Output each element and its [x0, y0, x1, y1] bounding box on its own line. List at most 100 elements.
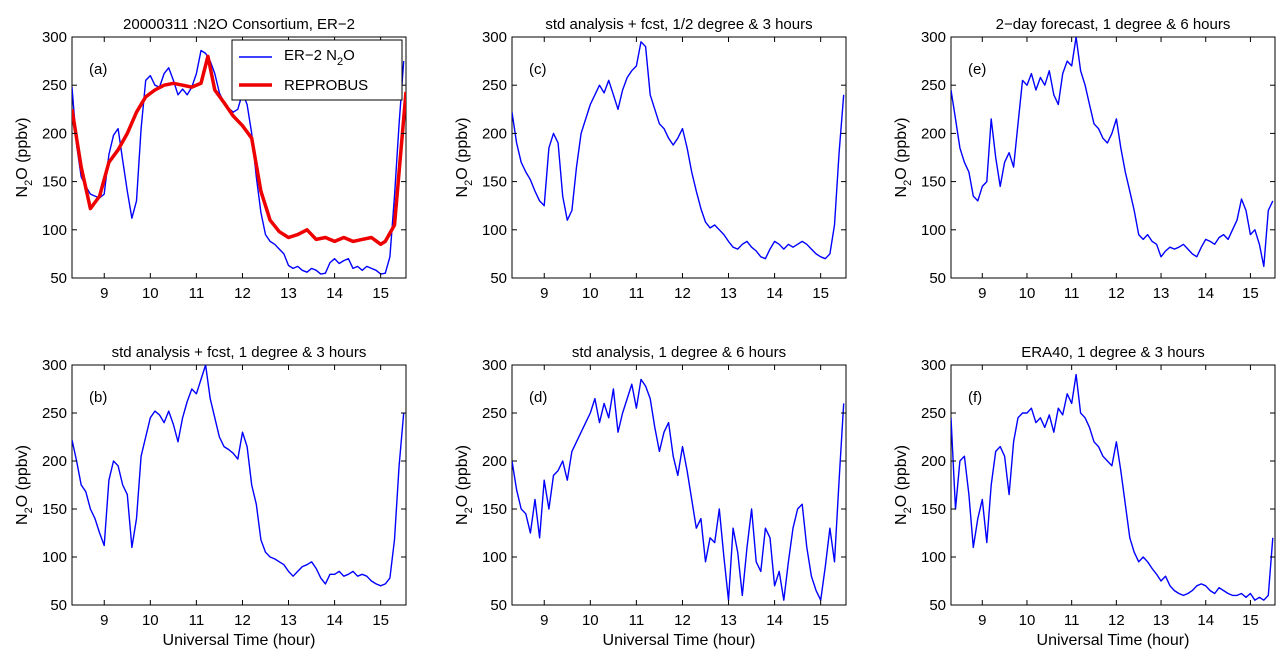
panel-title: std analysis + fcst, 1/2 degree & 3 hour… — [545, 16, 812, 33]
y-tick-label: 150 — [482, 174, 507, 191]
y-axis-label: N2O (ppbv) — [14, 118, 35, 198]
y-tick-label: 50 — [929, 270, 946, 287]
y-tick-label: 100 — [921, 222, 946, 239]
x-tick-label: 9 — [100, 285, 108, 302]
panel-e: 50 100 150 200 250 300 9 10 11 12 13 14 15 2−day fore… — [893, 16, 1276, 302]
legend-label-er2-n2o: ER−2 N2O — [284, 47, 355, 68]
panel-a: 50 100 150 200 250 300 9 10 11 12 13 14 15 20000311 :… — [14, 16, 407, 302]
x-tick-label: 11 — [189, 612, 205, 629]
x-tick-label: 9 — [540, 612, 548, 629]
panel-title: ERA40, 1 degree & 3 hours — [1021, 344, 1204, 361]
plot-frame — [511, 364, 847, 606]
x-tick-label: 13 — [720, 612, 737, 629]
y-tick-label: 200 — [921, 453, 946, 470]
panel-c: 50 100 150 200 250 300 9 10 11 12 13 14 15 std analys… — [454, 16, 847, 302]
y-tick-label: 300 — [482, 29, 507, 46]
series-line-er2-n2o — [951, 37, 1274, 268]
panel-b: 50 100 150 200 250 300 9 10 11 12 13 14 15 std analys… — [14, 344, 407, 649]
legend-label-reprobus: REPROBUS — [284, 77, 368, 94]
y-tick-label: 150 — [921, 501, 946, 518]
series-line-er2-n2o — [72, 49, 405, 275]
legend-box — [231, 39, 403, 101]
x-tick-label: 10 — [142, 612, 159, 629]
x-tick-label: 10 — [582, 285, 599, 302]
y-tick-label: 100 — [42, 222, 67, 239]
series-line-er2-n2o — [951, 373, 1274, 601]
y-tick-label: 250 — [921, 405, 946, 422]
x-tick-label: 9 — [978, 285, 986, 302]
x-tick-label: 12 — [674, 285, 691, 302]
y-tick-label: 250 — [482, 405, 507, 422]
x-tick-label: 14 — [1197, 612, 1214, 629]
panel-label: (c) — [529, 61, 547, 78]
y-tick-label: 150 — [42, 174, 67, 191]
x-tick-label: 10 — [1019, 285, 1036, 302]
y-tick-label: 300 — [42, 357, 67, 374]
y-tick-label: 50 — [929, 597, 946, 614]
x-tick-label: 9 — [100, 612, 108, 629]
x-tick-label: 13 — [280, 612, 297, 629]
y-tick-label: 300 — [42, 29, 67, 46]
y-tick-label: 200 — [482, 453, 507, 470]
panel-label: (f) — [968, 389, 982, 406]
panel-title: std analysis + fcst, 1 degree & 3 hours — [112, 344, 367, 361]
x-tick-label: 12 — [234, 285, 251, 302]
x-tick-label: 14 — [766, 285, 783, 302]
y-tick-label: 250 — [482, 77, 507, 94]
y-tick-label: 250 — [921, 77, 946, 94]
x-tick-label: 15 — [372, 285, 389, 302]
series-line-reprobus — [72, 54, 406, 247]
y-tick-label: 200 — [921, 125, 946, 142]
y-tick-label: 50 — [490, 270, 507, 287]
x-tick-label: 15 — [1242, 285, 1259, 302]
panel-label: (b) — [89, 389, 107, 406]
x-tick-label: 11 — [629, 285, 645, 302]
y-tick-label: 200 — [42, 453, 67, 470]
series-line-er2-n2o — [512, 378, 845, 601]
x-tick-label: 14 — [1197, 285, 1214, 302]
panel-d: 50 100 150 200 250 300 9 10 11 12 13 14 15 std analys… — [454, 344, 847, 649]
x-tick-label: 13 — [1153, 285, 1170, 302]
y-tick-label: 100 — [42, 549, 67, 566]
y-tick-label: 50 — [50, 597, 67, 614]
x-tick-label: 9 — [978, 612, 986, 629]
x-tick-label: 10 — [142, 285, 159, 302]
x-tick-label: 11 — [1064, 285, 1080, 302]
x-tick-label: 14 — [326, 285, 343, 302]
x-tick-label: 13 — [720, 285, 737, 302]
x-tick-label: 12 — [1108, 285, 1125, 302]
panel-title: 2−day forecast, 1 degree & 6 hours — [996, 16, 1231, 33]
x-axis-label: Universal Time (hour) — [603, 632, 756, 649]
x-tick-label: 10 — [582, 612, 599, 629]
y-axis-label: N2O (ppbv) — [893, 445, 914, 525]
y-tick-label: 150 — [42, 501, 67, 518]
panel-title: 20000311 :N2O Consortium, ER−2 — [123, 16, 355, 33]
y-tick-label: 100 — [921, 549, 946, 566]
plot-frame — [71, 364, 407, 606]
x-tick-label: 14 — [326, 612, 343, 629]
panel-label: (a) — [89, 61, 107, 78]
panel-label: (d) — [529, 389, 547, 406]
y-tick-label: 100 — [482, 222, 507, 239]
y-axis-label: N2O (ppbv) — [454, 445, 475, 525]
x-tick-label: 11 — [1064, 612, 1080, 629]
x-tick-label: 9 — [540, 285, 548, 302]
plot-frame — [950, 36, 1276, 279]
x-tick-label: 12 — [1108, 612, 1125, 629]
y-tick-label: 200 — [42, 125, 67, 142]
y-axis-label: N2O (ppbv) — [14, 445, 35, 525]
plot-frame — [511, 36, 847, 279]
y-tick-label: 300 — [482, 357, 507, 374]
panel-f: 50 100 150 200 250 300 9 10 11 12 13 14 15 ERA40, 1 d… — [893, 344, 1276, 649]
series-line-er2-n2o — [72, 365, 405, 587]
x-tick-label: 10 — [1019, 612, 1036, 629]
series-line-er2-n2o — [512, 41, 845, 260]
x-tick-label: 13 — [1153, 612, 1170, 629]
x-tick-label: 15 — [1242, 612, 1259, 629]
y-tick-label: 50 — [50, 270, 67, 287]
y-tick-label: 250 — [42, 405, 67, 422]
legend: ER−2 N2O REPROBUS — [231, 39, 403, 101]
x-axis-label: Universal Time (hour) — [1037, 632, 1190, 649]
y-tick-label: 250 — [42, 77, 67, 94]
